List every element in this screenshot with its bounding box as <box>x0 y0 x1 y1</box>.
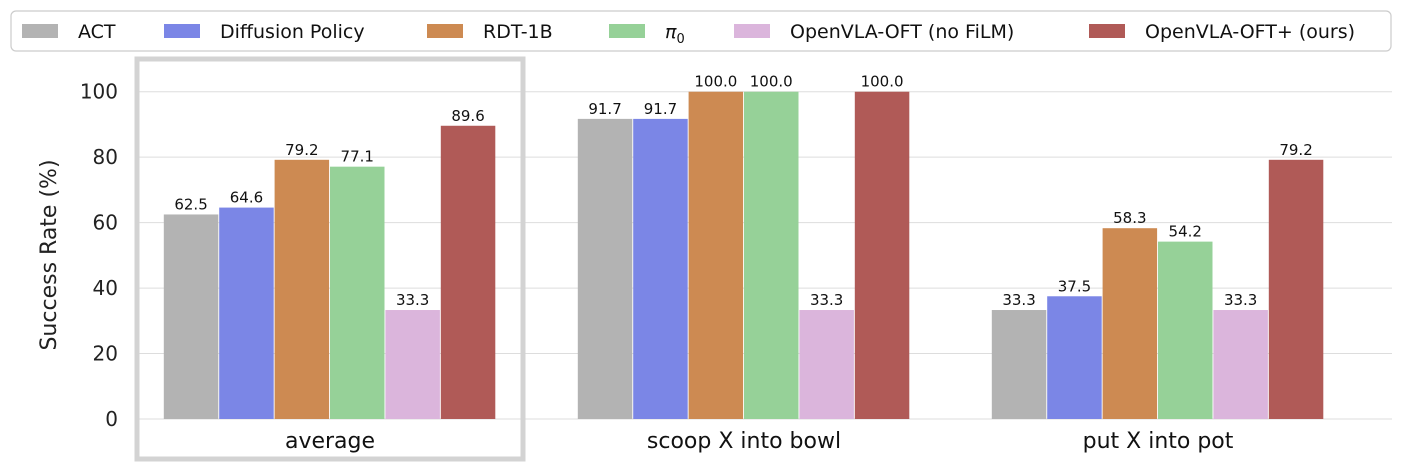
bar-rdt-1b-put-x-into-pot <box>1102 228 1158 419</box>
legend-swatch <box>609 24 645 38</box>
y-tick-label: 60 <box>93 211 118 235</box>
y-tick-label: 20 <box>93 342 118 366</box>
legend-swatch <box>22 24 58 38</box>
data-label: 79.2 <box>285 141 318 159</box>
y-tick-label: 80 <box>93 145 118 169</box>
legend-swatch <box>734 24 770 38</box>
data-label: 77.1 <box>341 148 374 166</box>
bar-openvla-oft-no-film-average <box>385 310 440 419</box>
x-category-label: put X into pot <box>1083 429 1234 454</box>
legend-label: RDT-1B <box>483 21 553 43</box>
legend-label: OpenVLA-OFT+ (ours) <box>1145 21 1355 43</box>
legend-label: Diffusion Policy <box>220 21 365 43</box>
bar-openvla-oft-ours-scoop-x-into-bowl <box>854 91 910 420</box>
y-tick-label: 40 <box>93 276 118 300</box>
data-label: 100.0 <box>861 73 904 91</box>
legend-frame <box>10 10 1392 52</box>
data-label: 33.3 <box>396 291 429 309</box>
bar-openvla-oft-no-film-put-x-into-pot <box>1213 310 1268 419</box>
legend-label: OpenVLA-OFT (no FiLM) <box>790 21 1014 43</box>
legend-label: ACT <box>78 21 116 43</box>
data-label: 58.3 <box>1113 209 1146 227</box>
x-category-label: scoop X into bowl <box>647 429 841 454</box>
data-label: 33.3 <box>1002 291 1035 309</box>
legend-swatch <box>1089 24 1125 38</box>
legend-swatch <box>427 24 463 38</box>
data-label: 37.5 <box>1058 277 1091 295</box>
bar-openvla-oft-ours-average <box>440 125 496 419</box>
bar-openvla-oft-ours-put-x-into-pot <box>1268 159 1324 420</box>
bar-openvla-oft-no-film-scoop-x-into-bowl <box>799 310 854 419</box>
bar-diffusion-policy-put-x-into-pot <box>1047 296 1102 419</box>
bars: 62.5 64.6 79.2 77.1 33.3 89.6 91.7 91.7 100.0 100… <box>163 73 1324 420</box>
bar-0-average <box>330 166 385 419</box>
data-label: 89.6 <box>451 107 484 125</box>
data-label: 91.7 <box>644 100 677 118</box>
bar-diffusion-policy-scoop-x-into-bowl <box>633 118 688 420</box>
data-label: 91.7 <box>588 100 621 118</box>
x-axis: average scoop X into bowl put X into pot <box>285 429 1234 454</box>
bar-rdt-1b-average <box>274 159 330 420</box>
legend: ACT Diffusion Policy RDT-1B π0 OpenVLA-OFT (… <box>10 10 1392 52</box>
bar-0-put-x-into-pot <box>1158 241 1213 419</box>
legend-swatch <box>164 24 200 38</box>
bar-act-put-x-into-pot <box>991 310 1047 419</box>
x-category-label: average <box>285 429 375 454</box>
data-label: 64.6 <box>230 189 263 207</box>
data-label: 100.0 <box>750 73 793 91</box>
data-label: 33.3 <box>810 291 843 309</box>
y-tick-label: 0 <box>105 407 118 431</box>
y-axis: 0 20 40 60 80 100 <box>80 80 118 431</box>
bar-diffusion-policy-average <box>219 207 274 419</box>
y-axis-label: Success Rate (%) <box>37 159 62 350</box>
data-label: 33.3 <box>1224 291 1257 309</box>
bar-0-scoop-x-into-bowl <box>744 91 799 420</box>
bar-act-scoop-x-into-bowl <box>577 118 633 420</box>
bar-act-average <box>163 214 219 419</box>
data-label: 54.2 <box>1169 223 1202 241</box>
y-tick-label: 100 <box>80 80 118 104</box>
data-label: 100.0 <box>694 73 737 91</box>
average-highlight-box <box>134 56 526 462</box>
bar-rdt-1b-scoop-x-into-bowl <box>688 91 744 420</box>
data-label: 62.5 <box>174 195 207 213</box>
data-label: 79.2 <box>1279 141 1312 159</box>
